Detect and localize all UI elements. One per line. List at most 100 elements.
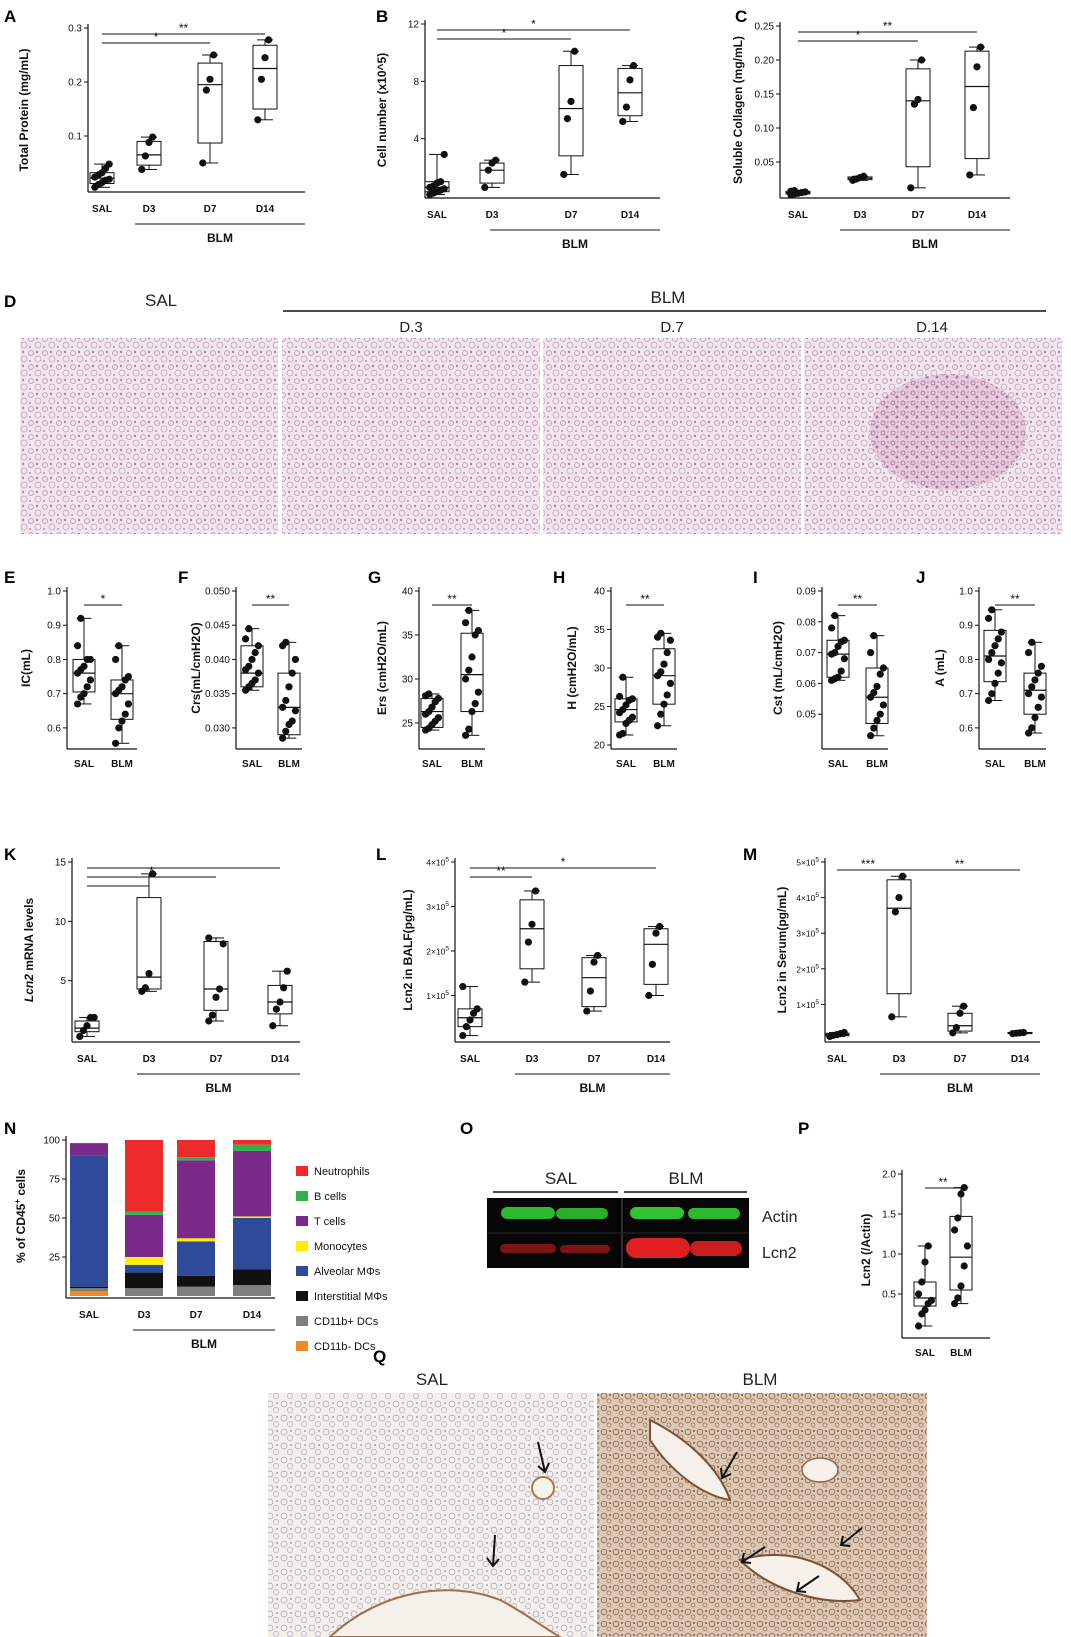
blot-band [560,1245,610,1253]
panel-letter-b: B [376,7,388,26]
stack-segment-n [177,1275,215,1287]
legend-label: CD11b- DCs [314,1341,376,1353]
data-point-b [484,166,492,174]
data-point-c [918,56,926,64]
data-point-l [521,978,529,986]
stack-segment-n [177,1160,215,1239]
y-tick-label-a: 0.3 [68,24,82,35]
data-point-l [656,922,664,931]
data-point-j [985,696,993,705]
stack-segment-n [125,1288,163,1296]
data-point-k [280,984,288,992]
data-point-k [141,984,149,992]
sig-label-b: * [531,17,536,31]
sig-label-l: ** [496,864,506,878]
data-point-p [954,1214,962,1222]
y-tick-label-main: 3×10 [796,929,815,939]
data-point-g [462,731,470,739]
data-point-h [663,649,671,657]
data-point-p [915,1322,923,1330]
data-point-f [251,676,259,684]
y-axis-label-h: H (cmH2O/mL) [565,626,579,709]
y-tick-label-c: 0.20 [755,56,775,67]
data-point-p [924,1242,932,1250]
legend-swatch [296,1166,308,1176]
data-point-f [282,727,290,735]
y-tick-label-exp: 5 [445,990,449,997]
y-tick-label-b: 12 [408,20,420,31]
data-point-k [205,1017,213,1025]
x-tick-label-k: D7 [210,1054,223,1065]
data-point-f [288,717,296,725]
y-tick-label-n: 25 [49,1253,61,1264]
data-point-j [994,635,1002,643]
data-point-k [83,1022,91,1030]
data-point-a [210,51,218,59]
chart-f: 0.030 0.035 0.040 0.045 0.050 Crs(mL/cmH2O) SA… [189,587,302,770]
data-point-a [149,133,157,141]
box-g [460,632,484,713]
data-point-h [666,636,675,644]
sig-label-c: * [856,28,861,42]
sig-label-f: ** [266,592,276,606]
x-tick-label-l: D3 [526,1054,539,1065]
x-tick-label-n: SAL [79,1310,99,1321]
data-point-e [86,676,94,684]
data-point-i [831,649,839,657]
data-point-a [199,159,207,167]
ihc-sal-airway [328,1589,562,1637]
y-tick-label-i: 0.07 [797,648,817,659]
data-point-h [663,691,671,699]
y-tick-label-b: 4 [413,134,419,145]
data-point-b [440,150,448,159]
data-point-f [251,649,259,657]
box-l [643,928,669,985]
sig-label-m: *** [861,857,875,871]
y-axis-label-i: Cst (mL/cmH2O) [771,621,785,715]
y-tick-label-l: 2×105 [426,946,449,957]
data-point-p [951,1226,959,1234]
legend-label: B cells [314,1191,347,1203]
sig-label-i: ** [853,592,863,606]
y-tick-label-h: 35 [594,625,606,636]
data-point-c [977,43,985,51]
data-point-f [285,683,293,691]
stack-segment-n [177,1157,215,1161]
blot-row-label-lcn2: Lcn2 [762,1245,797,1262]
y-tick-label-c: 0.05 [755,158,775,169]
data-point-i [879,701,888,709]
y-tick-label-m: 1×105 [796,999,819,1010]
stack-segment-n [70,1286,108,1289]
stack-segment-n [233,1150,271,1217]
data-point-f [279,734,287,742]
data-point-m [952,1023,961,1032]
legend-label: Monocytes [314,1241,368,1253]
data-point-i [867,732,875,740]
data-point-i [840,655,849,663]
data-point-h [654,722,662,730]
sig-label-l: * [561,855,566,869]
y-tick-label-exp: 5 [815,963,819,970]
y-tick-label-c: 0.15 [755,90,775,101]
y-tick-label-m: 4×105 [796,892,819,903]
x-tick-label-k: D14 [271,1054,290,1065]
chart-i: 0.05 0.06 0.07 0.08 0.09 Cst (mL/cmH2O) SAL BLM… [771,587,889,770]
data-point-m [895,894,903,902]
data-point-j [1031,714,1039,722]
stack-segment-n [125,1214,163,1257]
panel-letter-h: H [553,568,565,587]
stack-segment-n [125,1211,163,1215]
data-point-f [291,707,299,715]
data-point-p [963,1242,972,1250]
data-point-e [80,690,88,698]
y-tick-label-a: 0.1 [68,132,82,143]
data-point-b [492,156,500,164]
y-tick-label-c: 0.25 [755,22,775,33]
x-tick-label-l: D14 [647,1054,666,1065]
x-tick-label-e: BLM [111,759,133,770]
sig-label-a: * [154,30,159,44]
data-point-f [279,703,287,711]
